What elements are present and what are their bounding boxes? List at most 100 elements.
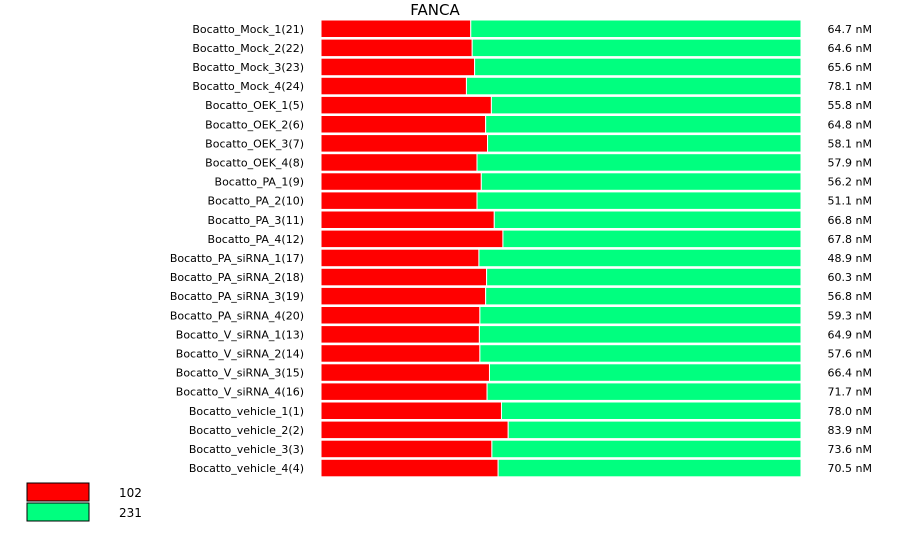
category-label: Bocatto_Mock_2(22)	[192, 42, 304, 55]
bar-bocatto-vehicle-2-2-series-231	[507, 420, 802, 440]
category-label: Bocatto_vehicle_4(4)	[189, 462, 304, 475]
category-label: Bocatto_OEK_2(6)	[205, 118, 304, 131]
category-label: Bocatto_V_siRNA_2(14)	[176, 347, 304, 360]
total-label: 51.1 nM	[828, 195, 872, 208]
bar-bocatto-pa-1-9-series-102	[320, 172, 482, 191]
category-label: Bocatto_V_siRNA_4(16)	[176, 386, 304, 399]
total-label: 71.7 nM	[828, 386, 872, 399]
bar-bocatto-pa-sirna-3-19-series-102	[320, 286, 487, 306]
bar-bocatto-v-sirna-4-16-series-102	[320, 382, 488, 401]
chart-title: FANCA	[410, 1, 460, 19]
bar-bocatto-oek-3-7-series-231	[487, 134, 802, 153]
bar-bocatto-pa-2-10-series-231	[476, 191, 802, 210]
total-label: 64.6 nM	[828, 42, 872, 55]
category-label: Bocatto_PA_4(12)	[208, 233, 304, 246]
bar-bocatto-oek-1-5-series-102	[320, 95, 492, 115]
bar-bocatto-vehicle-4-4-series-102	[320, 458, 499, 478]
bar-bocatto-pa-sirna-2-18-series-102	[320, 267, 488, 287]
total-label: 73.6 nM	[828, 443, 872, 456]
legend-swatch-102	[26, 482, 90, 502]
bar-bocatto-v-sirna-4-16-series-231	[486, 382, 802, 401]
total-label: 78.0 nM	[828, 405, 872, 418]
bar-bocatto-vehicle-4-4-series-231	[497, 458, 802, 478]
category-label: Bocatto_OEK_3(7)	[205, 137, 304, 150]
total-labels: 64.7 nM 64.6 nM 65.6 nM 78.1 nM 55.8 nM 64.8 …	[828, 23, 872, 475]
total-label: 64.9 nM	[828, 328, 872, 341]
bar-bocatto-mock-3-23-series-231	[474, 57, 802, 77]
total-label: 66.8 nM	[828, 214, 872, 227]
category-label: Bocatto_V_siRNA_3(15)	[176, 367, 304, 380]
bar-bocatto-mock-2-22-series-231	[471, 38, 802, 58]
total-label: 64.7 nM	[828, 23, 872, 36]
bar-bocatto-v-sirna-3-15-series-102	[320, 363, 490, 382]
bar-bocatto-vehicle-2-2-series-102	[320, 420, 509, 440]
total-label: 66.4 nM	[828, 367, 872, 380]
bar-bocatto-pa-sirna-4-20-series-102	[320, 306, 481, 325]
bar-bocatto-oek-2-6-series-231	[485, 115, 802, 134]
total-label: 70.5 nM	[828, 462, 872, 475]
category-label: Bocatto_PA_2(10)	[208, 195, 304, 208]
bar-bocatto-oek-1-5-series-231	[490, 95, 802, 115]
bar-bocatto-oek-4-8-series-102	[320, 153, 478, 172]
bar-bocatto-pa-4-12-series-102	[320, 229, 504, 249]
total-label: 67.8 nM	[828, 233, 872, 246]
total-label: 55.8 nM	[828, 99, 872, 112]
total-label: 56.8 nM	[828, 290, 872, 303]
category-label: Bocatto_Mock_3(23)	[192, 61, 304, 74]
bar-bocatto-vehicle-3-3-series-231	[491, 439, 802, 459]
total-label: 48.9 nM	[828, 252, 872, 265]
category-label: Bocatto_PA_siRNA_2(18)	[170, 271, 304, 284]
category-label: Bocatto_vehicle_2(2)	[189, 424, 304, 437]
bar-bocatto-pa-1-9-series-231	[480, 172, 802, 191]
bar-bocatto-pa-sirna-3-19-series-231	[485, 286, 802, 306]
category-label: Bocatto_OEK_4(8)	[205, 156, 304, 169]
bar-bocatto-v-sirna-1-13-series-231	[478, 325, 802, 344]
bar-bocatto-mock-4-24-series-102	[320, 76, 467, 96]
bar-bocatto-oek-4-8-series-231	[476, 153, 802, 172]
total-label: 65.6 nM	[828, 61, 872, 74]
total-label: 83.9 nM	[828, 424, 872, 437]
bar-bocatto-v-sirna-3-15-series-231	[488, 363, 802, 382]
bar-bocatto-pa-sirna-2-18-series-231	[486, 267, 802, 287]
legend-label-102: 102	[119, 486, 142, 500]
category-label: Bocatto_PA_3(11)	[208, 214, 304, 227]
bar-bocatto-vehicle-1-1-series-231	[500, 401, 802, 420]
bar-bocatto-pa-3-11-series-231	[493, 210, 802, 229]
total-label: 60.3 nM	[828, 271, 872, 284]
category-label: Bocatto_Mock_4(24)	[192, 80, 304, 93]
bar-bocatto-oek-2-6-series-102	[320, 115, 487, 134]
bar-bocatto-pa-sirna-1-17-series-102	[320, 248, 480, 268]
category-label: Bocatto_PA_siRNA_4(20)	[170, 309, 304, 322]
legend-label-231: 231	[119, 506, 142, 520]
category-label: Bocatto_vehicle_1(1)	[189, 405, 304, 418]
bar-bocatto-mock-4-24-series-231	[465, 76, 802, 96]
bar-bocatto-v-sirna-2-14-series-231	[479, 344, 802, 363]
bars-layer	[320, 19, 802, 478]
bar-bocatto-v-sirna-1-13-series-102	[320, 325, 480, 344]
bar-bocatto-pa-sirna-4-20-series-231	[479, 306, 802, 325]
category-label: Bocatto_Mock_1(21)	[192, 23, 304, 36]
bar-bocatto-vehicle-1-1-series-102	[320, 401, 502, 420]
category-label: Bocatto_vehicle_3(3)	[189, 443, 304, 456]
bar-bocatto-mock-1-21-series-231	[470, 19, 802, 38]
bar-bocatto-pa-3-11-series-102	[320, 210, 495, 229]
total-label: 58.1 nM	[828, 137, 872, 150]
total-label: 56.2 nM	[828, 176, 872, 189]
total-label: 78.1 nM	[828, 80, 872, 93]
bar-bocatto-pa-4-12-series-231	[502, 229, 802, 249]
bar-bocatto-oek-3-7-series-102	[320, 134, 489, 153]
bar-bocatto-mock-1-21-series-102	[320, 19, 472, 38]
bar-bocatto-pa-2-10-series-102	[320, 191, 478, 210]
category-label: Bocatto_PA_siRNA_3(19)	[170, 290, 304, 303]
bar-bocatto-vehicle-3-3-series-102	[320, 439, 493, 459]
category-label: Bocatto_PA_1(9)	[215, 176, 304, 189]
bar-bocatto-mock-2-22-series-102	[320, 38, 473, 58]
category-label: Bocatto_PA_siRNA_1(17)	[170, 252, 304, 265]
bar-bocatto-v-sirna-2-14-series-102	[320, 344, 481, 363]
category-label: Bocatto_OEK_1(5)	[205, 99, 304, 112]
bar-bocatto-pa-sirna-1-17-series-231	[478, 248, 802, 268]
category-label: Bocatto_V_siRNA_1(13)	[176, 328, 304, 341]
legend-swatch-231	[26, 502, 90, 522]
